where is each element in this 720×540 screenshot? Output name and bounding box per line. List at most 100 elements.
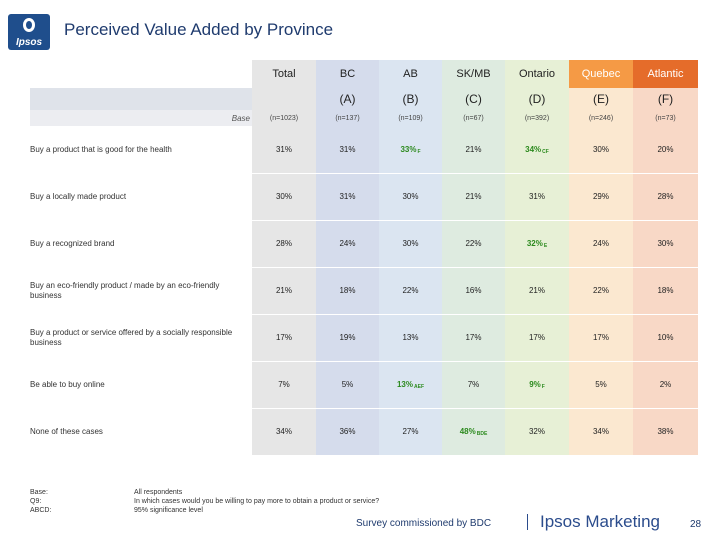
cell-value: 33%: [400, 145, 417, 154]
base-bc: (n=137): [316, 110, 379, 126]
cell-ontario: 32%: [505, 408, 569, 455]
base-ab: (n=109): [379, 110, 442, 126]
base-skmb: (n=67): [442, 110, 505, 126]
cell-ab: 22%: [379, 267, 442, 314]
letter-row: (A) (B) (C) (D) (E) (F): [30, 88, 698, 110]
cell-value: 30%: [402, 239, 419, 248]
cell-skmb: 17%: [442, 314, 505, 361]
row-divider: [30, 267, 698, 268]
header-row: Total BC AB SK/MB Ontario Quebec Atlanti…: [30, 60, 698, 88]
cell-value: 27%: [402, 427, 419, 436]
footer-value-abcd: 95% significance level: [134, 507, 203, 514]
cell-value: 34%: [592, 427, 609, 436]
cell-value: 30%: [275, 192, 292, 201]
cell-total: 31%: [252, 126, 316, 173]
page-number: 28: [690, 519, 702, 530]
col-letter-bc: (A): [316, 88, 379, 110]
row-divider: [30, 408, 698, 409]
cell-skmb: 16%: [442, 267, 505, 314]
cell-value: 7%: [278, 380, 290, 389]
cell-ontario: 17%: [505, 314, 569, 361]
cell-value: 48%: [459, 427, 476, 436]
ipsos-logo: Ipsos: [8, 14, 50, 50]
col-letter-ontario: (D): [505, 88, 569, 110]
cell-value: 9%: [529, 380, 541, 389]
base-label: Base: [231, 113, 250, 123]
cell-quebec: 34%: [569, 408, 633, 455]
cell-value: 5%: [595, 380, 607, 389]
cell-value: 28%: [275, 239, 292, 248]
table-row: None of these cases 34% 36% 27% 48% BDE 32% 34%…: [30, 408, 698, 455]
cell-total: 21%: [252, 267, 316, 314]
footer-keys: Base: Q9: ABCD:: [30, 488, 51, 515]
significance-letters: CF: [542, 148, 549, 155]
cell-value: 21%: [275, 286, 292, 295]
row-label: Buy a product or service offered by a so…: [30, 327, 233, 347]
cell-bc: 18%: [316, 267, 379, 314]
row-label: Buy a recognized brand: [30, 238, 115, 248]
footer-key-q9: Q9:: [30, 498, 42, 505]
cell-value: 34%: [525, 145, 542, 154]
cell-value: 32%: [528, 427, 545, 436]
cell-value: 2%: [659, 380, 672, 389]
logo-text: Ipsos: [15, 37, 43, 48]
cell-total: 28%: [252, 220, 316, 267]
cell-skmb: 22%: [442, 220, 505, 267]
cell-value: 24%: [592, 239, 609, 248]
col-letter-atlantic: (F): [633, 88, 698, 110]
cell-value: 24%: [339, 239, 356, 248]
table-row: Be able to buy online 7% 5% 13% AEF 7% 9% F 5% 2%: [30, 361, 698, 408]
cell-value: 31%: [528, 192, 545, 201]
cell-atlantic: 20%: [633, 126, 698, 173]
cell-value: 18%: [657, 286, 674, 295]
row-label: Buy an eco-friendly product / made by an…: [30, 280, 220, 300]
significance-letters: AEF: [414, 383, 424, 390]
footer-key-base: Base:: [30, 489, 48, 496]
cell-value: 5%: [341, 380, 354, 389]
cell-quebec: 24%: [569, 220, 633, 267]
base-ontario: (n=392): [505, 110, 569, 126]
cell-skmb: 21%: [442, 173, 505, 220]
cell-ab: 33% F: [379, 126, 442, 173]
cell-skmb: 21%: [442, 126, 505, 173]
footer-values: All respondents In which cases would you…: [134, 488, 379, 515]
cell-atlantic: 38%: [633, 408, 698, 455]
col-header-quebec: Quebec: [569, 60, 633, 88]
page-title: Perceived Value Added by Province: [64, 20, 334, 39]
significance-letters: F: [417, 148, 421, 155]
table-row: Buy a product that is good for the healt…: [30, 126, 698, 173]
col-letter-total: [252, 88, 316, 110]
cell-value: 32%: [526, 239, 543, 248]
cell-value: 36%: [339, 427, 356, 436]
cell-value: 31%: [275, 145, 292, 154]
cell-value: 28%: [657, 192, 674, 201]
cell-bc: 31%: [316, 126, 379, 173]
cell-ontario: 21%: [505, 267, 569, 314]
col-letter-skmb: (C): [442, 88, 505, 110]
footer-value-base: All respondents: [134, 489, 183, 496]
row-label: Buy a product that is good for the healt…: [30, 144, 172, 154]
cell-atlantic: 2%: [633, 361, 698, 408]
cell-value: 10%: [657, 333, 674, 342]
cell-quebec: 29%: [569, 173, 633, 220]
cell-atlantic: 28%: [633, 173, 698, 220]
cell-ontario: 31%: [505, 173, 569, 220]
significance-letters: BDE: [476, 430, 488, 437]
cell-total: 17%: [252, 314, 316, 361]
footer-separator: [527, 514, 528, 530]
cell-skmb: 48% BDE: [442, 408, 505, 455]
cell-ontario: 34% CF: [505, 126, 569, 173]
table-row: Buy a recognized brand 28% 24% 30% 22% 32% E 24…: [30, 220, 698, 267]
row-label: Buy a locally made product: [30, 191, 127, 201]
brand-name: Ipsos Marketing: [540, 512, 660, 531]
base-row: Base (n=1023) (n=137) (n=109) (n=67) (n=…: [30, 110, 698, 126]
row-divider: [30, 173, 698, 174]
cell-value: 22%: [592, 286, 609, 295]
ipsos-logo-mark-icon: [23, 18, 35, 32]
significance-letters: F: [541, 383, 545, 390]
row-divider: [30, 314, 698, 315]
table-row: Buy a product or service offered by a so…: [30, 314, 698, 361]
cell-quebec: 22%: [569, 267, 633, 314]
cell-value: 38%: [657, 427, 674, 436]
cell-value: 17%: [465, 333, 482, 342]
